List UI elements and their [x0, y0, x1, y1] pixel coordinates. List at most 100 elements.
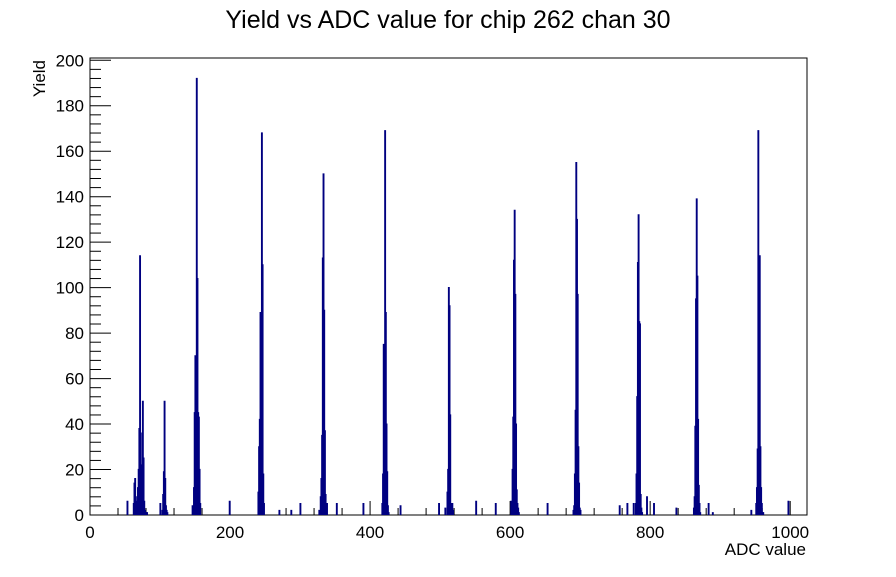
y-tick-label: 200 — [56, 51, 84, 70]
histogram-bin — [639, 323, 641, 515]
histogram-bin — [653, 503, 655, 515]
histogram-bin — [546, 503, 549, 515]
y-tick-label: 140 — [56, 188, 84, 207]
x-tick-label: 1000 — [771, 523, 809, 542]
x-tick-label: 200 — [216, 523, 244, 542]
histogram-bin — [578, 482, 581, 515]
histogram-layer — [126, 77, 790, 515]
histogram-bin — [278, 509, 281, 515]
histogram-bin — [452, 509, 454, 515]
histogram-bin — [134, 496, 137, 515]
histogram-bin — [387, 512, 390, 515]
y-tick-label: 120 — [56, 233, 84, 252]
x-tick-label: 600 — [496, 523, 524, 542]
histogram-bin — [760, 503, 763, 515]
histogram-bin — [318, 509, 321, 515]
histogram-bin — [760, 487, 763, 515]
histogram-bin — [758, 255, 761, 515]
histogram-bin — [261, 264, 264, 515]
histogram-bin — [197, 416, 200, 515]
histogram-bin — [198, 468, 201, 515]
histogram-bin — [618, 505, 621, 515]
histogram-bin — [626, 503, 629, 515]
histogram-bin — [228, 500, 231, 515]
histogram-bin — [199, 503, 202, 515]
histogram-bin — [517, 507, 520, 515]
y-tick-label: 40 — [65, 415, 84, 434]
histogram-bin — [164, 478, 167, 515]
histogram-bin — [324, 493, 327, 515]
histogram-bin — [675, 507, 678, 515]
histogram-bin — [517, 512, 520, 515]
histogram-bin — [362, 503, 365, 515]
histogram-bin — [326, 503, 328, 515]
histogram-bin — [640, 507, 643, 515]
histogram-bin — [386, 505, 389, 515]
y-tick-label: 20 — [65, 461, 84, 480]
histogram-bin — [762, 512, 765, 515]
histogram-bin — [632, 503, 635, 515]
histogram-bin — [579, 509, 582, 515]
histogram-bin — [576, 293, 579, 515]
axis-ticks: 0 200 400 600 800 1000 0 20 40 60 80 100 120 140 160 18… — [56, 51, 809, 542]
y-axis-label: Yield — [30, 60, 49, 97]
y-tick-label: 160 — [56, 142, 84, 161]
histogram-bin — [514, 293, 517, 515]
histogram-bin — [711, 512, 714, 515]
histogram-bin — [451, 503, 454, 515]
histogram-bin — [515, 423, 518, 515]
histogram-bin — [142, 457, 145, 515]
histogram-bin — [191, 505, 194, 515]
x-tick-label: 0 — [85, 523, 94, 542]
histogram-bin — [163, 400, 166, 515]
histogram-bin — [143, 500, 146, 515]
histogram-bin — [384, 312, 387, 515]
chart-title: Yield vs ADC value for chip 262 chan 30 — [225, 6, 670, 34]
y-tick-label: 0 — [75, 506, 84, 525]
histogram-bin — [646, 496, 648, 515]
histogram-bin — [126, 500, 129, 515]
histogram-bin — [166, 512, 169, 515]
x-tick-label: 800 — [636, 523, 664, 542]
histogram-bin — [323, 309, 326, 515]
histogram-bin — [263, 503, 265, 515]
histogram-bin — [335, 503, 338, 515]
histogram-bin — [697, 418, 700, 515]
histogram-bin — [290, 509, 293, 515]
histogram-bin — [448, 305, 451, 515]
histogram-bin — [449, 414, 452, 515]
histogram-bin — [386, 471, 389, 515]
x-axis-label: ADC value — [725, 540, 806, 559]
histogram-bin — [696, 275, 699, 515]
histogram-bin — [262, 473, 265, 515]
y-tick-label: 100 — [56, 279, 84, 298]
histogram-bin — [475, 500, 478, 515]
histogram-bin — [385, 423, 388, 515]
histogram-bin — [323, 430, 326, 515]
histogram-bin — [787, 500, 790, 515]
histogram-bin — [750, 509, 753, 515]
y-tick-label: 180 — [56, 97, 84, 116]
histogram-bin — [450, 503, 452, 515]
histogram-bin — [707, 503, 710, 515]
histogram-bin — [577, 446, 580, 515]
histogram-bin — [139, 255, 142, 515]
histogram-bin — [146, 512, 149, 515]
histogram-bin — [698, 503, 701, 515]
histogram-bin — [494, 503, 497, 515]
histogram-bin — [515, 489, 518, 515]
histogram-bin — [510, 500, 513, 515]
y-tick-label: 60 — [65, 370, 84, 389]
y-tick-label: 80 — [65, 324, 84, 343]
x-tick-label: 400 — [356, 523, 384, 542]
histogram-bin — [641, 512, 644, 515]
histogram-bin — [299, 503, 302, 515]
histogram-bin — [697, 484, 700, 515]
histogram-bin — [639, 493, 642, 515]
histogram-bin — [399, 505, 402, 515]
histogram-bin — [699, 512, 702, 515]
histogram-bin — [159, 503, 162, 515]
histogram-bin — [444, 507, 447, 515]
